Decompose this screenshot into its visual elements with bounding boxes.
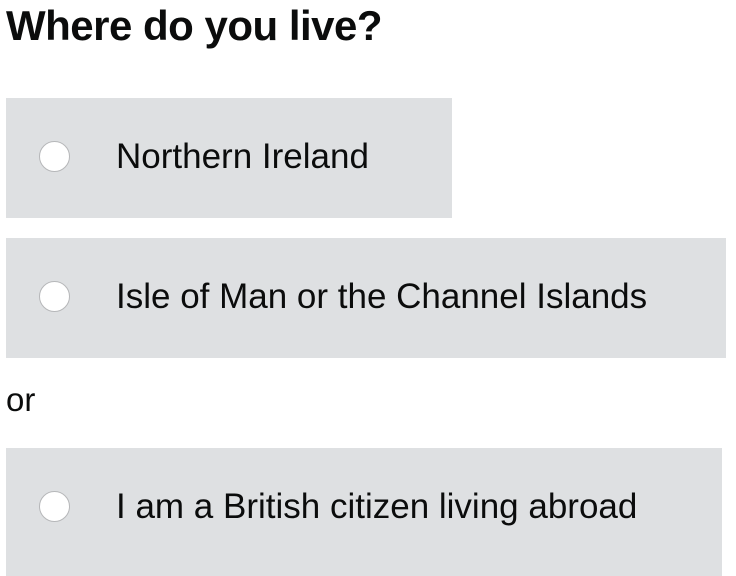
radio-button-icon[interactable] bbox=[39, 141, 70, 172]
radio-option-label: Isle of Man or the Channel Islands bbox=[116, 277, 648, 316]
radio-option-northern-ireland[interactable]: Northern Ireland bbox=[6, 98, 452, 218]
radio-button-icon[interactable] bbox=[39, 281, 70, 312]
question-heading: Where do you live? bbox=[6, 2, 383, 49]
radio-button-icon[interactable] bbox=[39, 491, 70, 522]
radio-option-label: I am a British citizen living abroad bbox=[116, 487, 638, 526]
radio-option-british-citizen-abroad[interactable]: I am a British citizen living abroad bbox=[6, 448, 722, 576]
radio-option-isle-of-man-channel-islands[interactable]: Isle of Man or the Channel Islands bbox=[6, 238, 726, 358]
radio-option-label: Northern Ireland bbox=[116, 137, 369, 176]
or-divider: or bbox=[6, 381, 36, 418]
